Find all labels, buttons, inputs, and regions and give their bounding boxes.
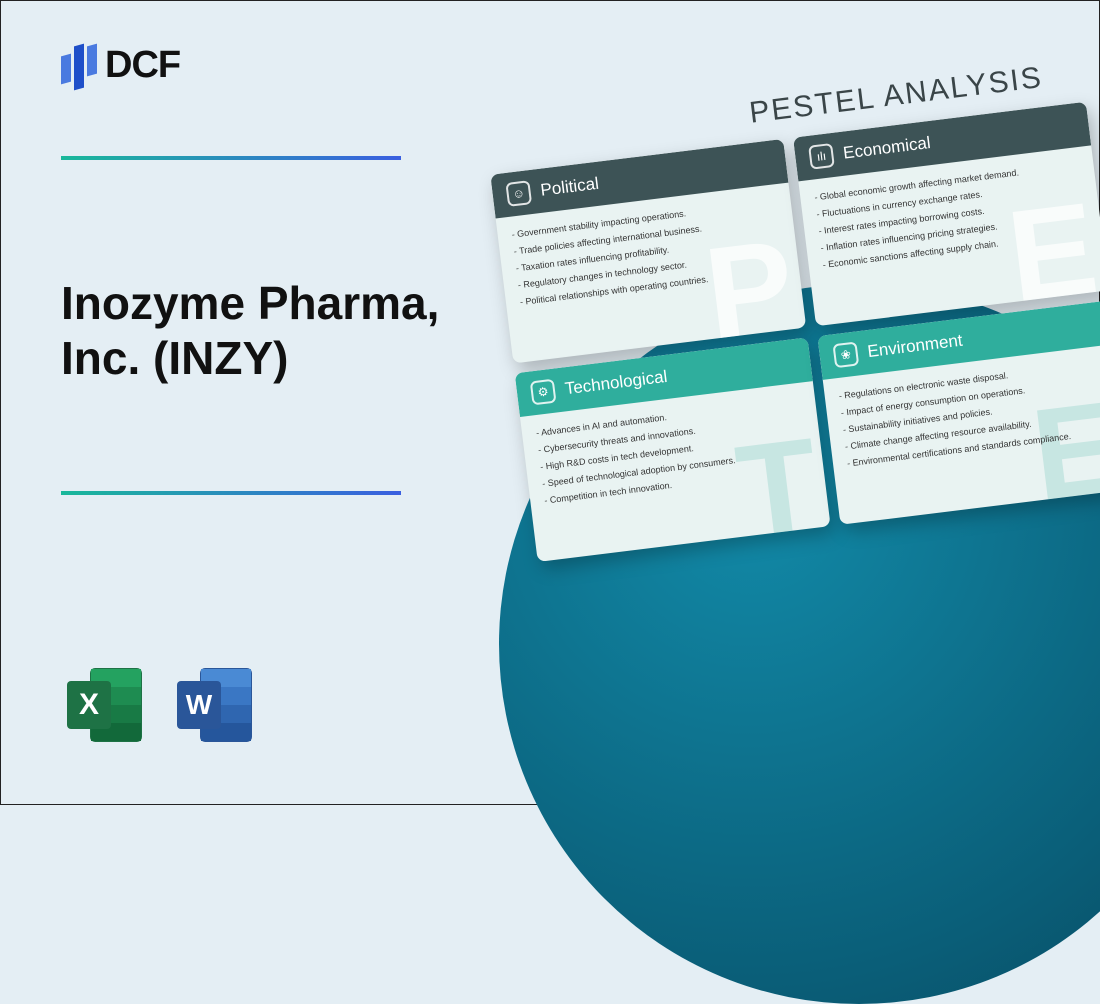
card-title: Political (539, 174, 600, 201)
leaf-icon: ❀ (832, 341, 859, 368)
svg-text:W: W (186, 689, 213, 720)
logo-text: DCF (105, 44, 180, 87)
card-title: Environment (866, 331, 963, 362)
divider-top (61, 156, 401, 160)
page-title: Inozyme Pharma, Inc. (INZY) (61, 276, 481, 386)
pestel-card-technological: ⚙ Technological T Advances in AI and aut… (515, 337, 831, 562)
pestel-card-environment: ❀ Environment E Regulations on electroni… (817, 300, 1100, 525)
card-title: Economical (842, 133, 932, 164)
svg-text:X: X (79, 688, 99, 721)
user-icon: ☺ (505, 180, 532, 207)
excel-icon: X (61, 661, 149, 749)
brand-logo: DCF (61, 41, 180, 89)
card-title: Technological (564, 367, 669, 399)
divider-bottom (61, 491, 401, 495)
chart-icon: ılı (808, 143, 835, 170)
pestel-card-political: ☺ Political P Government stability impac… (490, 139, 806, 364)
gear-icon: ⚙ (530, 379, 557, 406)
pestel-grid: ☺ Political P Government stability impac… (490, 102, 1100, 562)
logo-bars-icon (61, 41, 97, 89)
pestel-panel: PESTEL ANALYSIS ☺ Political P Government… (485, 56, 1100, 562)
pestel-card-economical: ılı Economical E Global economic growth … (793, 102, 1100, 327)
word-icon: W (171, 661, 259, 749)
app-icons: X W (61, 661, 259, 749)
